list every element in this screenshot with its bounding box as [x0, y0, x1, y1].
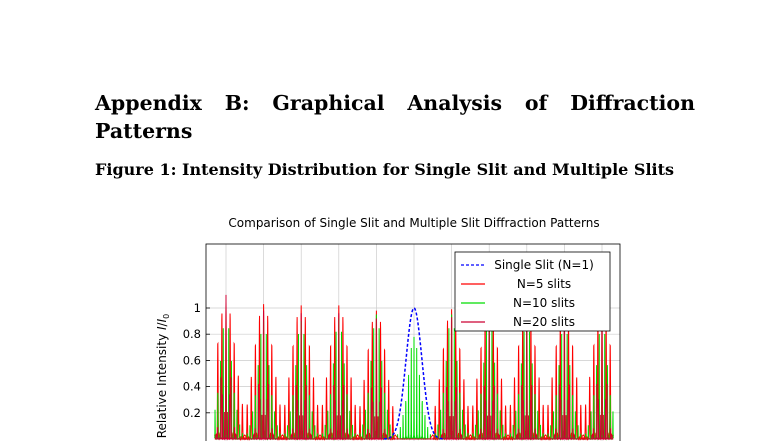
plot-frame: [205, 243, 621, 441]
y-tick-label: 0.4: [183, 380, 201, 394]
chart-title: Comparison of Single Slit and Multiple S…: [228, 216, 599, 230]
legend-entry: N=20 slits: [513, 315, 575, 329]
figure-caption: Figure 1: Intensity Distribution for Sin…: [95, 160, 675, 179]
series-baseline-ripple: [316, 434, 324, 440]
series-baseline-ripple: [467, 434, 474, 440]
legend-entry: N=10 slits: [513, 296, 575, 310]
y-axis: 0.2 0.4 0.6 0.8 1: [183, 301, 210, 420]
series-baseline-ripple: [241, 434, 249, 440]
section-title: Appendix B: Graphical Analysis of Diffra…: [95, 91, 695, 143]
series-baseline-ripple: [504, 434, 512, 440]
y-tick-label: 0.8: [183, 327, 201, 341]
legend-entry: N=5 slits: [517, 277, 571, 291]
series-baseline-ripple: [429, 434, 437, 440]
legend-box: [454, 251, 611, 332]
y-tick-label: 0.2: [183, 406, 201, 420]
series-baseline-ripple: [542, 434, 549, 440]
chart-legend: Single Slit (N=1) N=5 slits N=10 slits N=20…: [454, 251, 611, 332]
series-line-single-slit-n-1: [383, 307, 444, 440]
series-baseline-ripple: [579, 434, 587, 440]
y-tick-label: 1: [194, 301, 201, 315]
legend-entry: Single Slit (N=1): [494, 258, 594, 272]
y-axis-label: Relative Intensity I/I0: [155, 314, 171, 439]
series-baseline-ripple: [391, 434, 399, 440]
series-baseline-ripple: [354, 434, 361, 440]
series-line-n-20-slits: [214, 294, 614, 441]
series-baseline-ripple: [279, 434, 286, 440]
chart-series: [214, 294, 614, 441]
y-tick-label: 0.6: [183, 353, 201, 367]
